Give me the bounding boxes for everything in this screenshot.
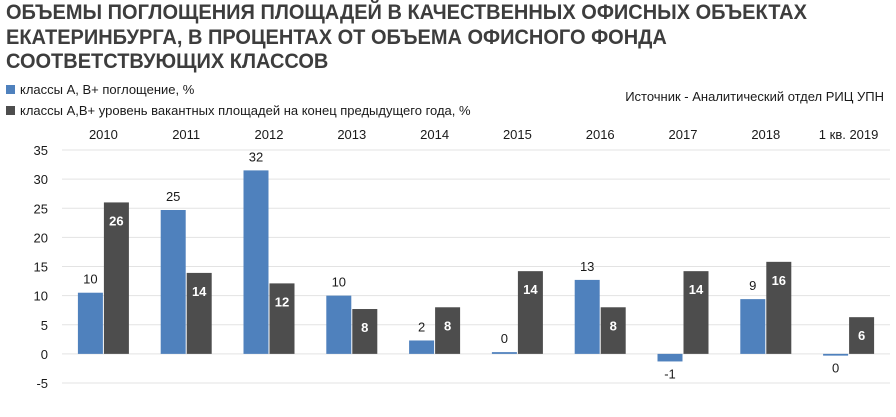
bar-series-2: [517, 271, 543, 354]
bar-series-1: [574, 279, 600, 354]
y-tick-label: 35: [34, 143, 48, 158]
legend: классы А, В+ поглощение, % классы А,В+ у…: [6, 79, 471, 121]
data-label-series-1: 10: [332, 275, 346, 290]
data-label-series-2: 12: [275, 294, 289, 309]
legend-swatch-series-1: [6, 85, 15, 94]
y-tick-label: 20: [34, 230, 48, 245]
category-label: 2018: [751, 127, 780, 142]
y-tick-label: 5: [41, 318, 48, 333]
legend-label-series-1: классы А, В+ поглощение, %: [20, 82, 195, 97]
legend-item-series-1: классы А, В+ поглощение, %: [6, 79, 471, 100]
data-label-series-2: 14: [523, 282, 538, 297]
category-label: 1 кв. 2019: [819, 127, 879, 142]
data-label-series-2: 16: [772, 273, 786, 288]
legend-swatch-series-2: [6, 106, 15, 115]
data-label-series-1: 10: [83, 272, 97, 287]
data-label-series-1: 32: [249, 149, 263, 164]
bar-series-2: [849, 317, 875, 354]
bar-series-2: [186, 272, 212, 354]
bar-series-2: [435, 307, 461, 354]
y-tick-label: 10: [34, 289, 48, 304]
data-label-series-1: -1: [664, 366, 676, 381]
data-label-series-2: 14: [689, 282, 704, 297]
bar-series-1: [657, 353, 683, 362]
data-label-series-1: 2: [418, 319, 425, 334]
category-label: 2011: [172, 127, 200, 142]
data-label-series-2: 6: [858, 328, 865, 343]
bar-series-1: [491, 352, 517, 354]
data-label-series-1: 13: [580, 259, 594, 274]
chart-title: ОБЪЕМЫ ПОГЛОЩЕНИЯ ПЛОЩАДЕЙ В КАЧЕСТВЕННЫ…: [6, 0, 807, 73]
data-label-series-1: 0: [832, 361, 839, 376]
y-tick-label: 30: [34, 172, 48, 187]
category-label: 2010: [89, 127, 118, 142]
bar-series-2: [103, 202, 129, 354]
bar-series-1: [77, 292, 103, 354]
category-label: 2015: [503, 127, 532, 142]
bar-series-1: [823, 353, 849, 356]
y-tick-label: 0: [41, 347, 48, 362]
bar-series-1: [243, 170, 269, 354]
bar-series-2: [600, 307, 626, 354]
y-tick-label: 15: [34, 260, 48, 275]
data-label-series-2: 26: [109, 213, 123, 228]
category-label: 2016: [586, 127, 615, 142]
legend-item-series-2: классы А,В+ уровень вакантных площадей н…: [6, 100, 471, 121]
category-label: 2012: [255, 127, 284, 142]
bar-series-2: [766, 261, 792, 354]
bar-series-2: [269, 283, 295, 354]
y-tick-label: -5: [36, 376, 48, 391]
data-label-series-2: 8: [444, 318, 451, 333]
data-label-series-1: 9: [749, 278, 756, 293]
data-label-series-2: 8: [361, 320, 368, 335]
category-label: 2014: [420, 127, 449, 142]
legend-label-series-2: классы А,В+ уровень вакантных площадей н…: [20, 103, 471, 118]
bar-series-2: [683, 271, 709, 354]
data-label-series-1: 25: [166, 189, 180, 204]
bar-series-1: [409, 340, 435, 354]
bar-series-1: [326, 295, 352, 354]
data-label-series-2: 14: [192, 284, 207, 299]
source-note: Источник - Аналитический отдел РИЦ УПН: [625, 89, 884, 104]
bar-series-1: [160, 209, 186, 354]
category-label: 2017: [669, 127, 698, 142]
bar-series-1: [740, 299, 766, 354]
bar-series-2: [352, 309, 378, 354]
y-tick-label: 25: [34, 201, 48, 216]
data-label-series-1: 0: [501, 331, 508, 346]
category-label: 2013: [337, 127, 366, 142]
data-label-series-2: 8: [610, 318, 617, 333]
